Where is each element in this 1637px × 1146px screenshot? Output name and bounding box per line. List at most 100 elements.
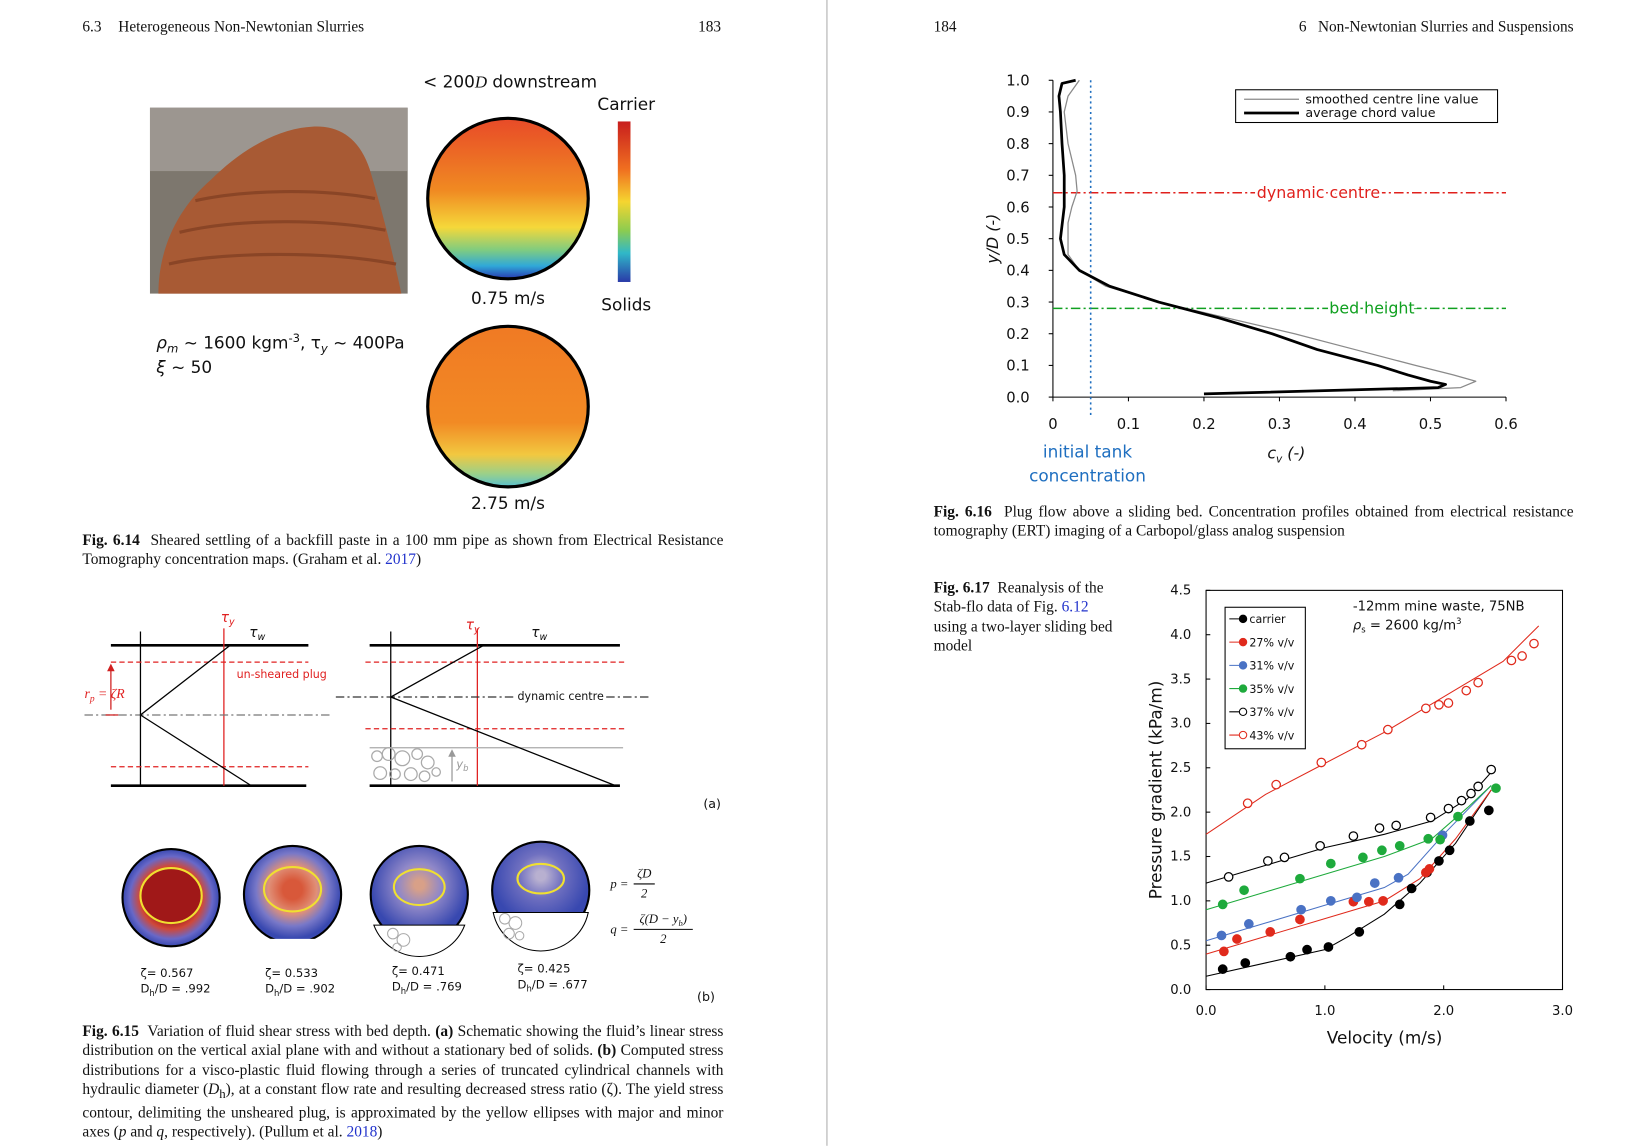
reference-label: initial tank	[1043, 441, 1132, 461]
x-axis-title: cv (-)	[1267, 443, 1305, 465]
caption-text: using a two-layer sliding bed model	[933, 618, 1113, 655]
data-point	[1374, 823, 1385, 833]
caption-text: )	[415, 551, 422, 569]
x-tick-label: 0.0	[1196, 1004, 1217, 1019]
text: = 2600 kg/m	[1366, 618, 1456, 633]
data-point	[1354, 927, 1365, 937]
figure-6-15a-labels: τy τw un-sheared plug rp = ζR τy τw dyna…	[84, 610, 721, 811]
properties: ρm ~ 1600 kgm-3, τy ~ 400Pa	[156, 331, 404, 356]
data-point	[1406, 883, 1417, 894]
data-point	[1271, 779, 1282, 790]
tau-y: τy	[466, 617, 480, 635]
stress-profile	[139, 644, 252, 787]
data-point	[1325, 895, 1336, 906]
figure-link[interactable]: 6.12	[1061, 599, 1089, 617]
caption-6-17: Fig. 6.17 Reanalysis of the Stab-flo dat…	[934, 579, 1122, 656]
data-point	[1219, 946, 1229, 957]
circle	[508, 916, 523, 930]
left-header-section: 6.3	[82, 19, 102, 36]
legend-marker	[1238, 614, 1248, 624]
data-point	[1302, 944, 1312, 955]
p-eq-num: ζD	[637, 867, 651, 881]
caption-symbol: D	[208, 1081, 220, 1099]
x-tick-label: 0.3	[1268, 416, 1291, 433]
caption-label: Fig. 6.14	[82, 532, 140, 550]
text: /D = .902	[279, 982, 335, 996]
subscript: s	[1361, 625, 1365, 635]
caption-text: )	[377, 1124, 383, 1142]
subscript: w	[539, 632, 547, 643]
stress-profile	[389, 644, 616, 787]
legend-marker	[1238, 684, 1248, 693]
data-point	[1456, 795, 1467, 806]
y-tick-label: 0.6	[1006, 199, 1029, 216]
subscript: p	[89, 694, 95, 704]
data-point	[1421, 703, 1431, 714]
yb-label: yb	[455, 757, 468, 773]
data-point	[1295, 873, 1305, 884]
x-tick-label: 0.2	[1192, 416, 1215, 433]
y-tick-label: 0.7	[1006, 168, 1029, 185]
symbol: D	[265, 982, 274, 996]
caption-text: Computed stress distributions for a visc…	[82, 1042, 724, 1099]
bed-particles	[387, 927, 411, 953]
data-point	[1279, 852, 1290, 863]
subscript: b	[678, 918, 682, 928]
data-point	[1464, 816, 1475, 826]
plug-ellipse	[516, 862, 566, 895]
left-page-number: 183	[698, 19, 722, 36]
caption-label: Fig. 6.17	[933, 579, 990, 597]
caption-6-15: Fig. 6.15 Variation of fluid shear stres…	[82, 1022, 723, 1142]
legend-marker	[1238, 661, 1248, 670]
y-tick-label: 3.0	[1170, 717, 1191, 732]
superscript: 3	[1456, 616, 1461, 626]
caption-text: ), at a constant flow rate and resulting…	[82, 1081, 724, 1142]
data-point	[1217, 964, 1228, 975]
heading-text: downstream	[487, 72, 597, 92]
data-point	[1391, 820, 1402, 831]
data-point	[1473, 781, 1484, 792]
model-line	[1205, 771, 1492, 884]
subscript: h	[149, 988, 154, 998]
left-header-title: Heterogeneous Non-Newtonian Slurries	[118, 19, 365, 36]
circle	[389, 768, 401, 781]
ert-map	[426, 324, 590, 489]
legend-marker	[1238, 637, 1248, 647]
y-axis-title: y/D (-)	[983, 214, 1002, 265]
symbol: ξ	[155, 357, 166, 377]
citation-link[interactable]: 2017	[385, 551, 416, 569]
data-point	[1394, 840, 1405, 851]
y-tick-label: 2.0	[1170, 805, 1191, 820]
legend-label: 35% v/v	[1249, 683, 1294, 696]
reference-label: bed height	[1329, 299, 1414, 318]
tau-w: τw	[531, 625, 547, 643]
data-point	[1443, 803, 1454, 814]
citation-link[interactable]: 2018	[346, 1124, 378, 1142]
legend-box	[1224, 606, 1306, 750]
text: /D = .992	[155, 982, 211, 996]
reference-label: dynamic centre	[1257, 183, 1380, 202]
data-point	[1316, 757, 1327, 768]
subscript: m	[167, 342, 178, 356]
circle	[396, 933, 411, 947]
paste-texture	[168, 190, 397, 266]
ratio-label: Dh/D = .992	[140, 982, 210, 998]
caption-label: Fig. 6.16	[933, 503, 992, 521]
symbol: c	[1267, 443, 1276, 462]
x-tick-label: 0	[1048, 416, 1057, 433]
caption-panel: (b)	[597, 1042, 617, 1060]
colorbar	[617, 121, 631, 282]
panel-label: (a)	[703, 796, 721, 811]
case-labels: ζ= 0.567 Dh/D = .992 ζ= 0.533 Dh/D = .90…	[140, 962, 587, 998]
bed-region	[251, 938, 334, 962]
caption-6-16: Fig. 6.16 Plug flow above a sliding bed.…	[934, 503, 1574, 542]
ratio-label: Dh/D = .677	[517, 978, 587, 994]
dynamic-centre-label: dynamic centre	[517, 690, 603, 703]
bed-region	[373, 924, 466, 957]
symbol: τ	[531, 625, 540, 641]
caption-text: Variation of fluid shear stress with bed…	[147, 1023, 436, 1041]
p-eq-lhs: p =	[609, 877, 628, 891]
colorbar-top-label: Carrier	[597, 94, 655, 114]
data-point	[1435, 834, 1445, 845]
